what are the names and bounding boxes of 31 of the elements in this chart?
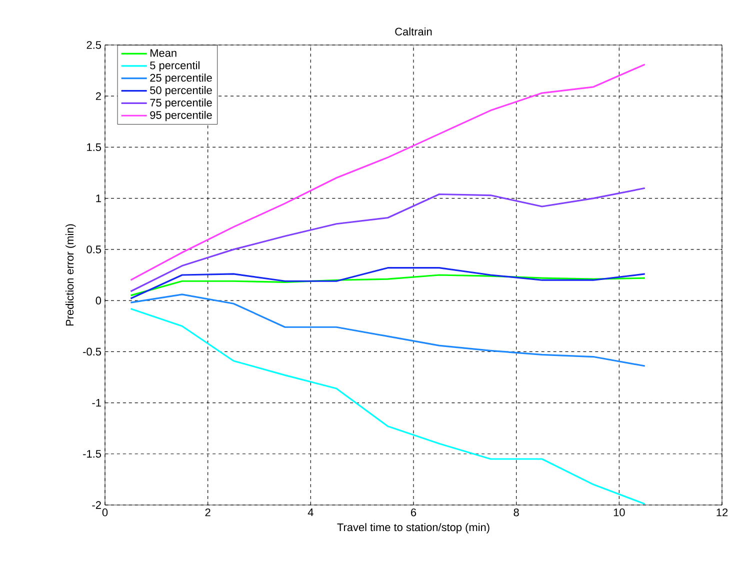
line-series [130, 274, 646, 296]
line-series [130, 294, 646, 367]
legend-label: 75 percentile [150, 98, 212, 109]
y-tick-label: 1 [96, 194, 101, 202]
x-axis-title: Travel time to station/stop (min) [337, 523, 490, 534]
line-series [130, 308, 646, 505]
line-series [130, 267, 646, 300]
x-tick-label: 6 [411, 508, 416, 516]
chart-title: Caltrain [395, 27, 432, 36]
x-tick-label: 8 [514, 508, 519, 516]
legend-label: Mean [150, 49, 176, 57]
y-tick-label: -2 [92, 501, 101, 509]
legend-label: 95 percentile [150, 110, 212, 122]
y-tick-label: 2 [96, 92, 101, 100]
legend-label: 5 percentil [150, 61, 200, 72]
y-axis-title: Prediction error (min) [66, 224, 76, 326]
y-tick-label: -1.5 [83, 450, 102, 458]
y-tick-label: 1.5 [87, 143, 102, 152]
x-tick-label: 2 [205, 508, 210, 516]
x-tick-label: 12 [716, 508, 728, 516]
x-tick-label: 10 [614, 508, 625, 516]
y-tick-label: 2.5 [86, 41, 102, 49]
y-tick-label: 0.5 [86, 246, 102, 254]
x-tick-label: 4 [308, 508, 314, 516]
legend-label: 25 percentile [150, 74, 212, 84]
y-tick-label: -0.5 [83, 348, 102, 356]
y-tick-label: -1 [92, 399, 101, 407]
y-tick-label: 0 [96, 296, 102, 304]
x-tick-label: 0 [102, 508, 108, 516]
line-series [130, 187, 646, 292]
legend-label: 50 percentile [150, 86, 212, 96]
